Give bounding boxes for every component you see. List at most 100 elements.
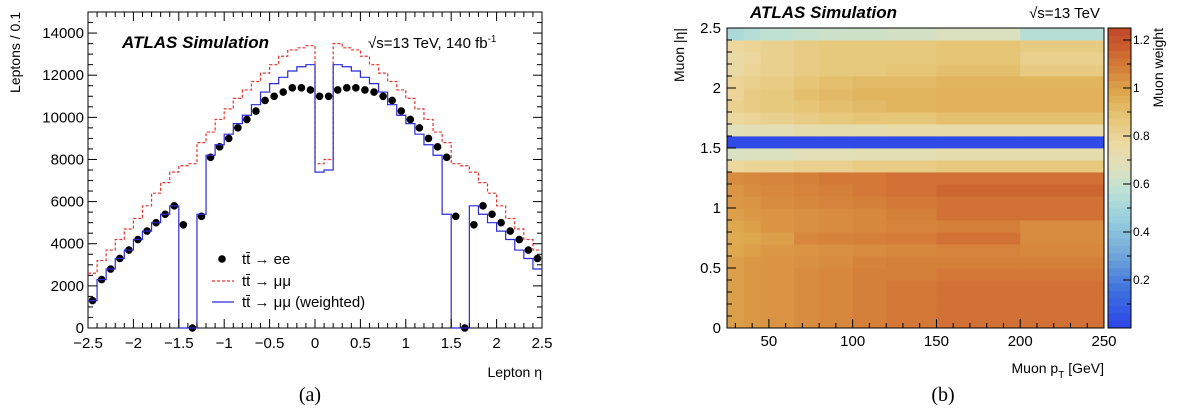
heatmap-cell — [727, 256, 745, 269]
heatmap-cell — [760, 40, 795, 53]
heatmap-cell — [936, 100, 1021, 113]
heatmap-cell — [819, 52, 854, 65]
heatmap-cell — [936, 136, 1021, 149]
data-point — [515, 235, 524, 244]
heatmap-cell — [936, 184, 1021, 197]
heatmap-cell — [794, 196, 820, 209]
heatmap-cell — [819, 124, 854, 137]
heatmap-cell — [886, 220, 937, 233]
heatmap-cell — [819, 316, 854, 329]
heatmap-cell — [936, 268, 1021, 281]
colorbar-segment — [1108, 223, 1131, 231]
data-point — [179, 220, 188, 229]
heatmap-cell — [819, 148, 854, 161]
colorbar-segment — [1108, 215, 1131, 224]
heatmap-cell — [743, 304, 761, 317]
heatmap-cell — [727, 316, 745, 329]
heatmap-cell — [794, 280, 820, 293]
heatmap-cell — [727, 172, 745, 185]
heatmap-cell — [727, 208, 745, 221]
heatmap-cell — [819, 88, 854, 101]
data-point — [361, 86, 369, 94]
heatmap-cell — [743, 232, 761, 245]
heatmap-cell — [852, 208, 887, 221]
heatmap-cell — [760, 160, 795, 173]
colorbar-tick-label: 1.2 — [1133, 33, 1150, 47]
heatmap-cell — [819, 244, 854, 257]
heatmap-cell — [743, 100, 761, 113]
heatmap-cell — [886, 112, 937, 125]
data-point — [397, 107, 406, 115]
x-tick-label: −2 — [125, 335, 142, 352]
heatmap-cell — [886, 148, 937, 161]
heatmap-cell — [727, 280, 745, 293]
heatmap-cell — [1020, 304, 1105, 317]
muon-weight-heatmap: 50 100 150 200 250 0 0.5 1 1.5 2 2.5 ATLAS Simulat… — [671, 3, 1166, 406]
x-tick-label: 2 — [492, 335, 500, 352]
energy-label-b: √s=13 TeV — [1029, 5, 1100, 22]
atlas-label-a: ATLAS Simulation — [121, 33, 269, 52]
heatmap-cell — [743, 148, 761, 161]
heatmap-cell — [886, 196, 937, 209]
heatmap-cell — [727, 52, 745, 65]
heatmap-cell — [886, 304, 937, 317]
x-tick-label: 50 — [761, 333, 778, 350]
data-point — [252, 107, 260, 115]
heatmap-cell — [794, 136, 820, 149]
heatmap-cell — [743, 112, 761, 125]
heatmap-cell — [936, 244, 1021, 257]
heatmap-cell — [936, 172, 1021, 185]
heatmap-cell — [727, 148, 745, 161]
colorbar-segment — [1108, 103, 1131, 111]
data-point — [297, 84, 306, 92]
colorbar-segment — [1108, 253, 1131, 261]
heatmap-cell — [727, 292, 745, 305]
heatmap-cell — [794, 160, 820, 173]
heatmap-cell — [760, 316, 795, 329]
colorbar-segment — [1108, 28, 1131, 36]
heatmap-cell — [794, 292, 820, 305]
colorbar-tick-label: 0.8 — [1133, 129, 1150, 143]
colorbar-segment — [1108, 245, 1131, 254]
heatmap-cell — [1020, 40, 1105, 53]
heatmap-cell — [794, 172, 820, 185]
heatmap-cell — [886, 208, 937, 221]
heatmap-cell — [886, 88, 937, 101]
heatmap-cell — [852, 172, 887, 185]
heatmap-cell — [886, 172, 937, 185]
heatmap-cell — [819, 184, 854, 197]
x-tick-label: −1.5 — [164, 335, 194, 352]
data-point — [315, 92, 324, 101]
heatmap-cell — [760, 196, 795, 209]
heatmap-cell — [819, 100, 854, 113]
x-tick-label: 100 — [840, 333, 865, 350]
heatmap-cell — [743, 268, 761, 281]
heatmap-cell — [760, 100, 795, 113]
heatmap-cell — [936, 316, 1021, 329]
heatmap-cell — [1020, 256, 1105, 269]
x-tick-label: 250 — [1091, 333, 1116, 350]
data-point — [352, 84, 360, 92]
heatmap-cell — [727, 124, 745, 137]
heatmap-cell — [760, 256, 795, 269]
heatmap-cell — [794, 304, 820, 317]
heatmap-cell — [743, 160, 761, 173]
data-point — [279, 88, 288, 96]
heatmap-cell — [852, 256, 887, 269]
data-point — [524, 246, 533, 254]
heatmap-cell — [760, 244, 795, 257]
heatmap-cell — [936, 208, 1021, 221]
heatmap-cell — [936, 40, 1021, 53]
y-tick-label: 1 — [713, 200, 721, 217]
colorbar-segment — [1108, 268, 1131, 276]
eta-distribution-chart: −2.5 −2 −1.5 −1 −0.5 0 0.5 1 1.5 2 2.5 0 2000 4000 600… — [7, 11, 552, 406]
heatmap-cell — [936, 232, 1021, 245]
colorbar-segment — [1108, 305, 1131, 314]
data-point — [424, 134, 433, 143]
colorbar-segment — [1108, 193, 1131, 201]
colorbar-segment — [1108, 163, 1131, 171]
heatmap-cell — [794, 64, 820, 77]
data-point — [379, 92, 387, 101]
heatmap-cell — [819, 40, 854, 53]
